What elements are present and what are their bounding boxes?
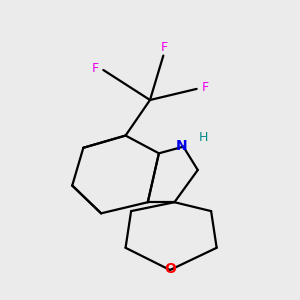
Text: F: F bbox=[202, 81, 209, 94]
Text: N: N bbox=[175, 139, 187, 153]
Text: H: H bbox=[199, 131, 208, 144]
Text: F: F bbox=[92, 62, 99, 75]
Text: O: O bbox=[164, 262, 176, 276]
Text: F: F bbox=[161, 41, 168, 54]
